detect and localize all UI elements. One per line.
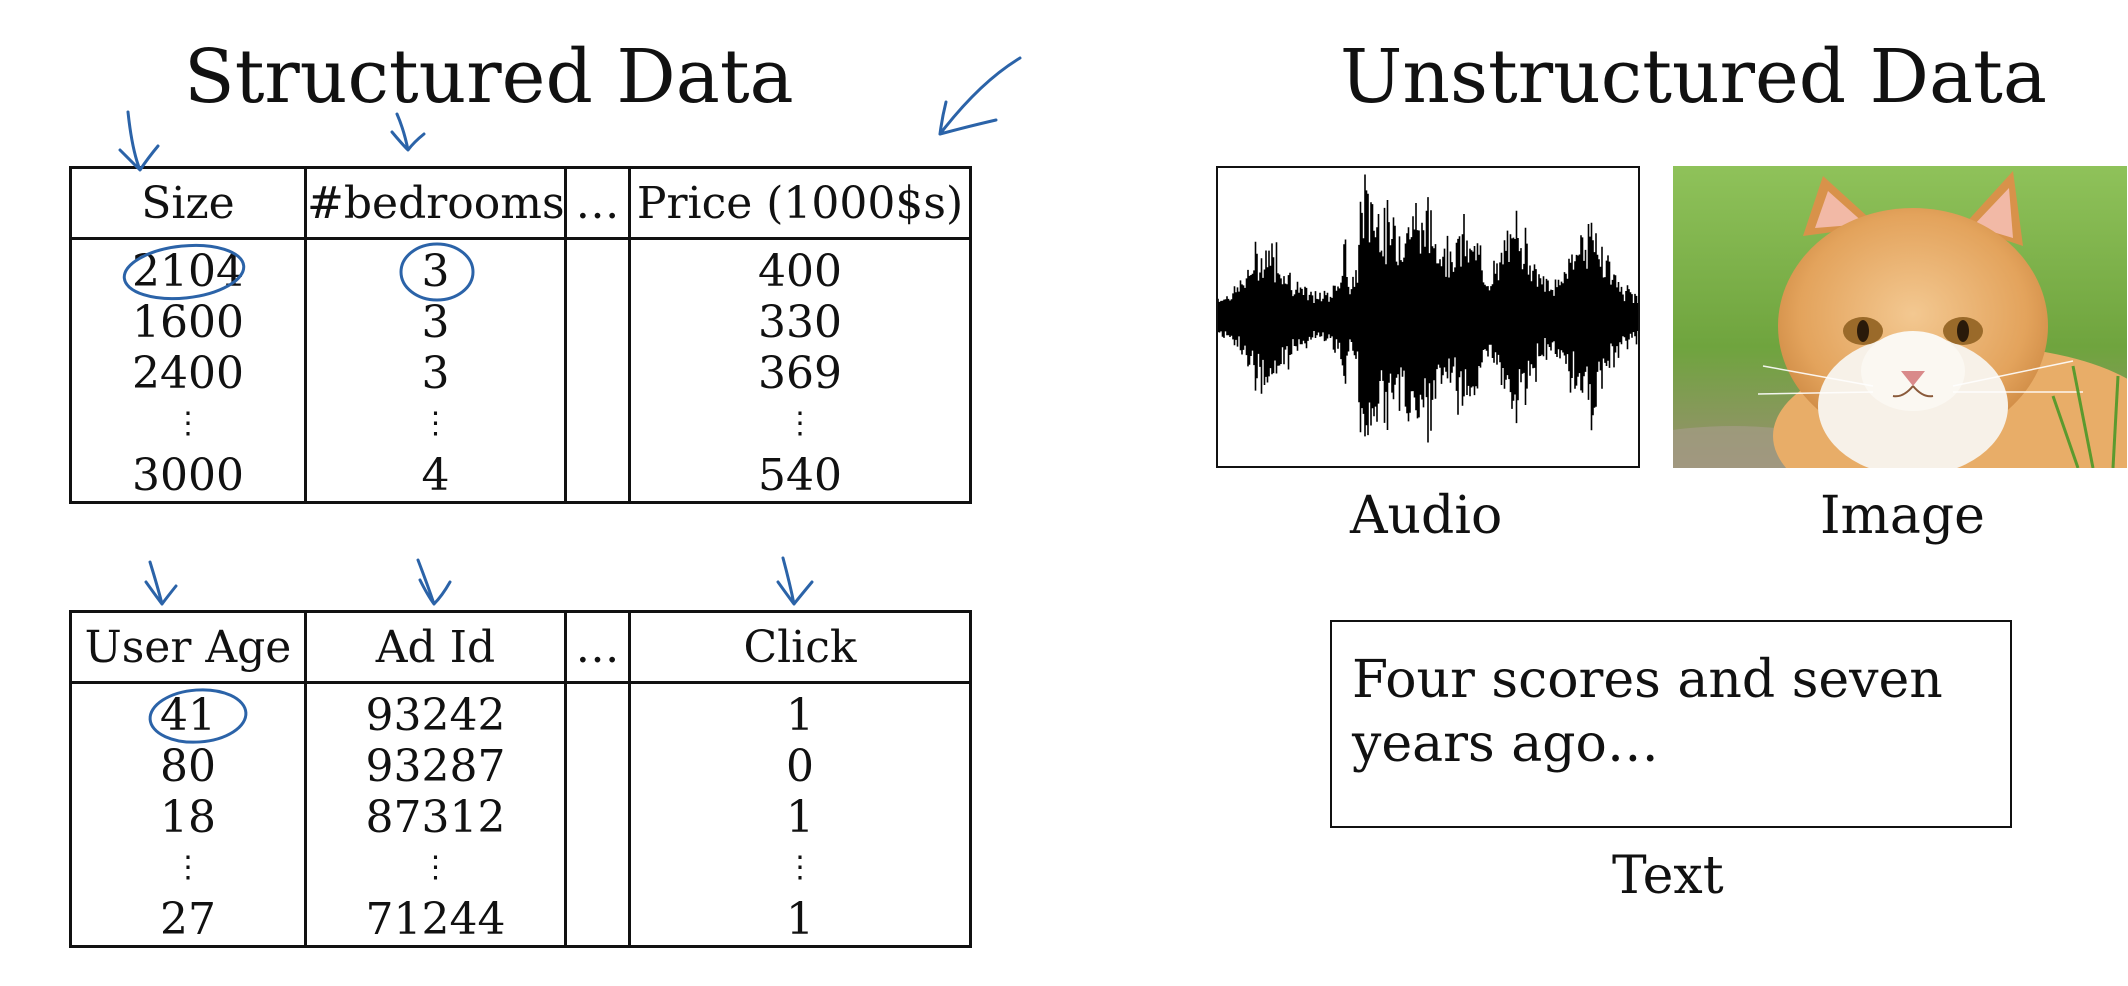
text-sample: Four scores and seven years ago… xyxy=(1332,622,2010,776)
arrow-down-icon xyxy=(416,558,452,606)
table-cell: 0 xyxy=(628,741,972,792)
table-row: 27 71244 1 xyxy=(69,893,972,948)
cat-image xyxy=(1673,166,2127,468)
image-caption: Image xyxy=(1820,486,1985,546)
table-cell: ⋮ xyxy=(69,843,307,893)
table-cell: 80 xyxy=(69,741,307,792)
header-bedrooms: #bedrooms xyxy=(304,166,567,240)
table-row: ⋮ ⋮ ⋮ xyxy=(69,399,972,449)
table-cell: 1 xyxy=(628,792,972,843)
text-line-1: Four scores and seven xyxy=(1352,650,1943,710)
arrow-down-icon xyxy=(776,556,814,606)
table-cell: ⋮ xyxy=(304,843,567,893)
table-cell: 3 xyxy=(304,238,567,297)
header-ellipsis: … xyxy=(564,610,631,684)
housing-header-row: Size #bedrooms … Price (1000$s) xyxy=(69,166,972,240)
table-cell: 369 xyxy=(628,348,972,399)
table-cell: 87312 xyxy=(304,792,567,843)
header-ellipsis: … xyxy=(564,166,631,240)
text-box: Four scores and seven years ago… xyxy=(1330,620,2012,828)
table-cell: 93242 xyxy=(304,682,567,741)
housing-table: Size #bedrooms … Price (1000$s) 2104 3 400… xyxy=(69,166,972,504)
table-cell xyxy=(564,682,631,741)
table-cell: 330 xyxy=(628,297,972,348)
table-cell: 540 xyxy=(628,449,972,504)
table-row: 2104 3 400 xyxy=(69,238,972,297)
table-row: 80 93287 0 xyxy=(69,741,972,792)
ads-table: User Age Ad Id … Click 41 93242 1 80 93287 0 1… xyxy=(69,610,972,948)
table-cell: ⋮ xyxy=(628,843,972,893)
table-cell xyxy=(564,741,631,792)
table-cell: 1600 xyxy=(69,297,307,348)
table-cell: 27 xyxy=(69,893,307,948)
table-cell xyxy=(564,297,631,348)
audio-box xyxy=(1216,166,1640,468)
table-cell: 41 xyxy=(69,682,307,741)
cat-photo-icon xyxy=(1673,166,2127,468)
table-row: ⋮ ⋮ ⋮ xyxy=(69,843,972,893)
table-cell: ⋮ xyxy=(69,399,307,449)
table-cell xyxy=(564,348,631,399)
table-cell: 400 xyxy=(628,238,972,297)
arrow-diagonal-icon xyxy=(938,56,1022,136)
table-cell xyxy=(564,399,631,449)
table-cell: 2400 xyxy=(69,348,307,399)
table-row: 18 87312 1 xyxy=(69,792,972,843)
table-cell: 1 xyxy=(628,682,972,741)
table-cell: ⋮ xyxy=(628,399,972,449)
text-line-2: years ago… xyxy=(1352,714,1659,774)
table-cell: 71244 xyxy=(304,893,567,948)
header-user-age: User Age xyxy=(69,610,307,684)
text-caption: Text xyxy=(1612,846,1724,906)
arrow-down-icon xyxy=(144,560,178,606)
header-ad-id: Ad Id xyxy=(304,610,567,684)
table-row: 1600 3 330 xyxy=(69,297,972,348)
header-price: Price (1000$s) xyxy=(628,166,972,240)
structured-data-title: Structured Data xyxy=(184,34,794,120)
table-cell: 1 xyxy=(628,893,972,948)
table-row: 41 93242 1 xyxy=(69,682,972,741)
header-click: Click xyxy=(628,610,972,684)
table-cell xyxy=(564,449,631,504)
table-cell: 93287 xyxy=(304,741,567,792)
table-cell xyxy=(564,792,631,843)
audio-waveform-icon xyxy=(1217,174,1638,443)
table-row: 3000 4 540 xyxy=(69,449,972,504)
table-cell xyxy=(564,843,631,893)
table-cell xyxy=(564,893,631,948)
table-cell: 3 xyxy=(304,348,567,399)
table-cell: ⋮ xyxy=(304,399,567,449)
table-cell: 18 xyxy=(69,792,307,843)
table-cell: 3000 xyxy=(69,449,307,504)
unstructured-data-title: Unstructured Data xyxy=(1340,34,2047,120)
arrow-down-icon xyxy=(118,110,160,172)
header-size: Size xyxy=(69,166,307,240)
audio-caption: Audio xyxy=(1350,486,1503,546)
table-cell: 3 xyxy=(304,297,567,348)
ads-header-row: User Age Ad Id … Click xyxy=(69,610,972,684)
table-cell: 4 xyxy=(304,449,567,504)
table-cell: 2104 xyxy=(69,238,307,297)
table-cell xyxy=(564,238,631,297)
table-row: 2400 3 369 xyxy=(69,348,972,399)
